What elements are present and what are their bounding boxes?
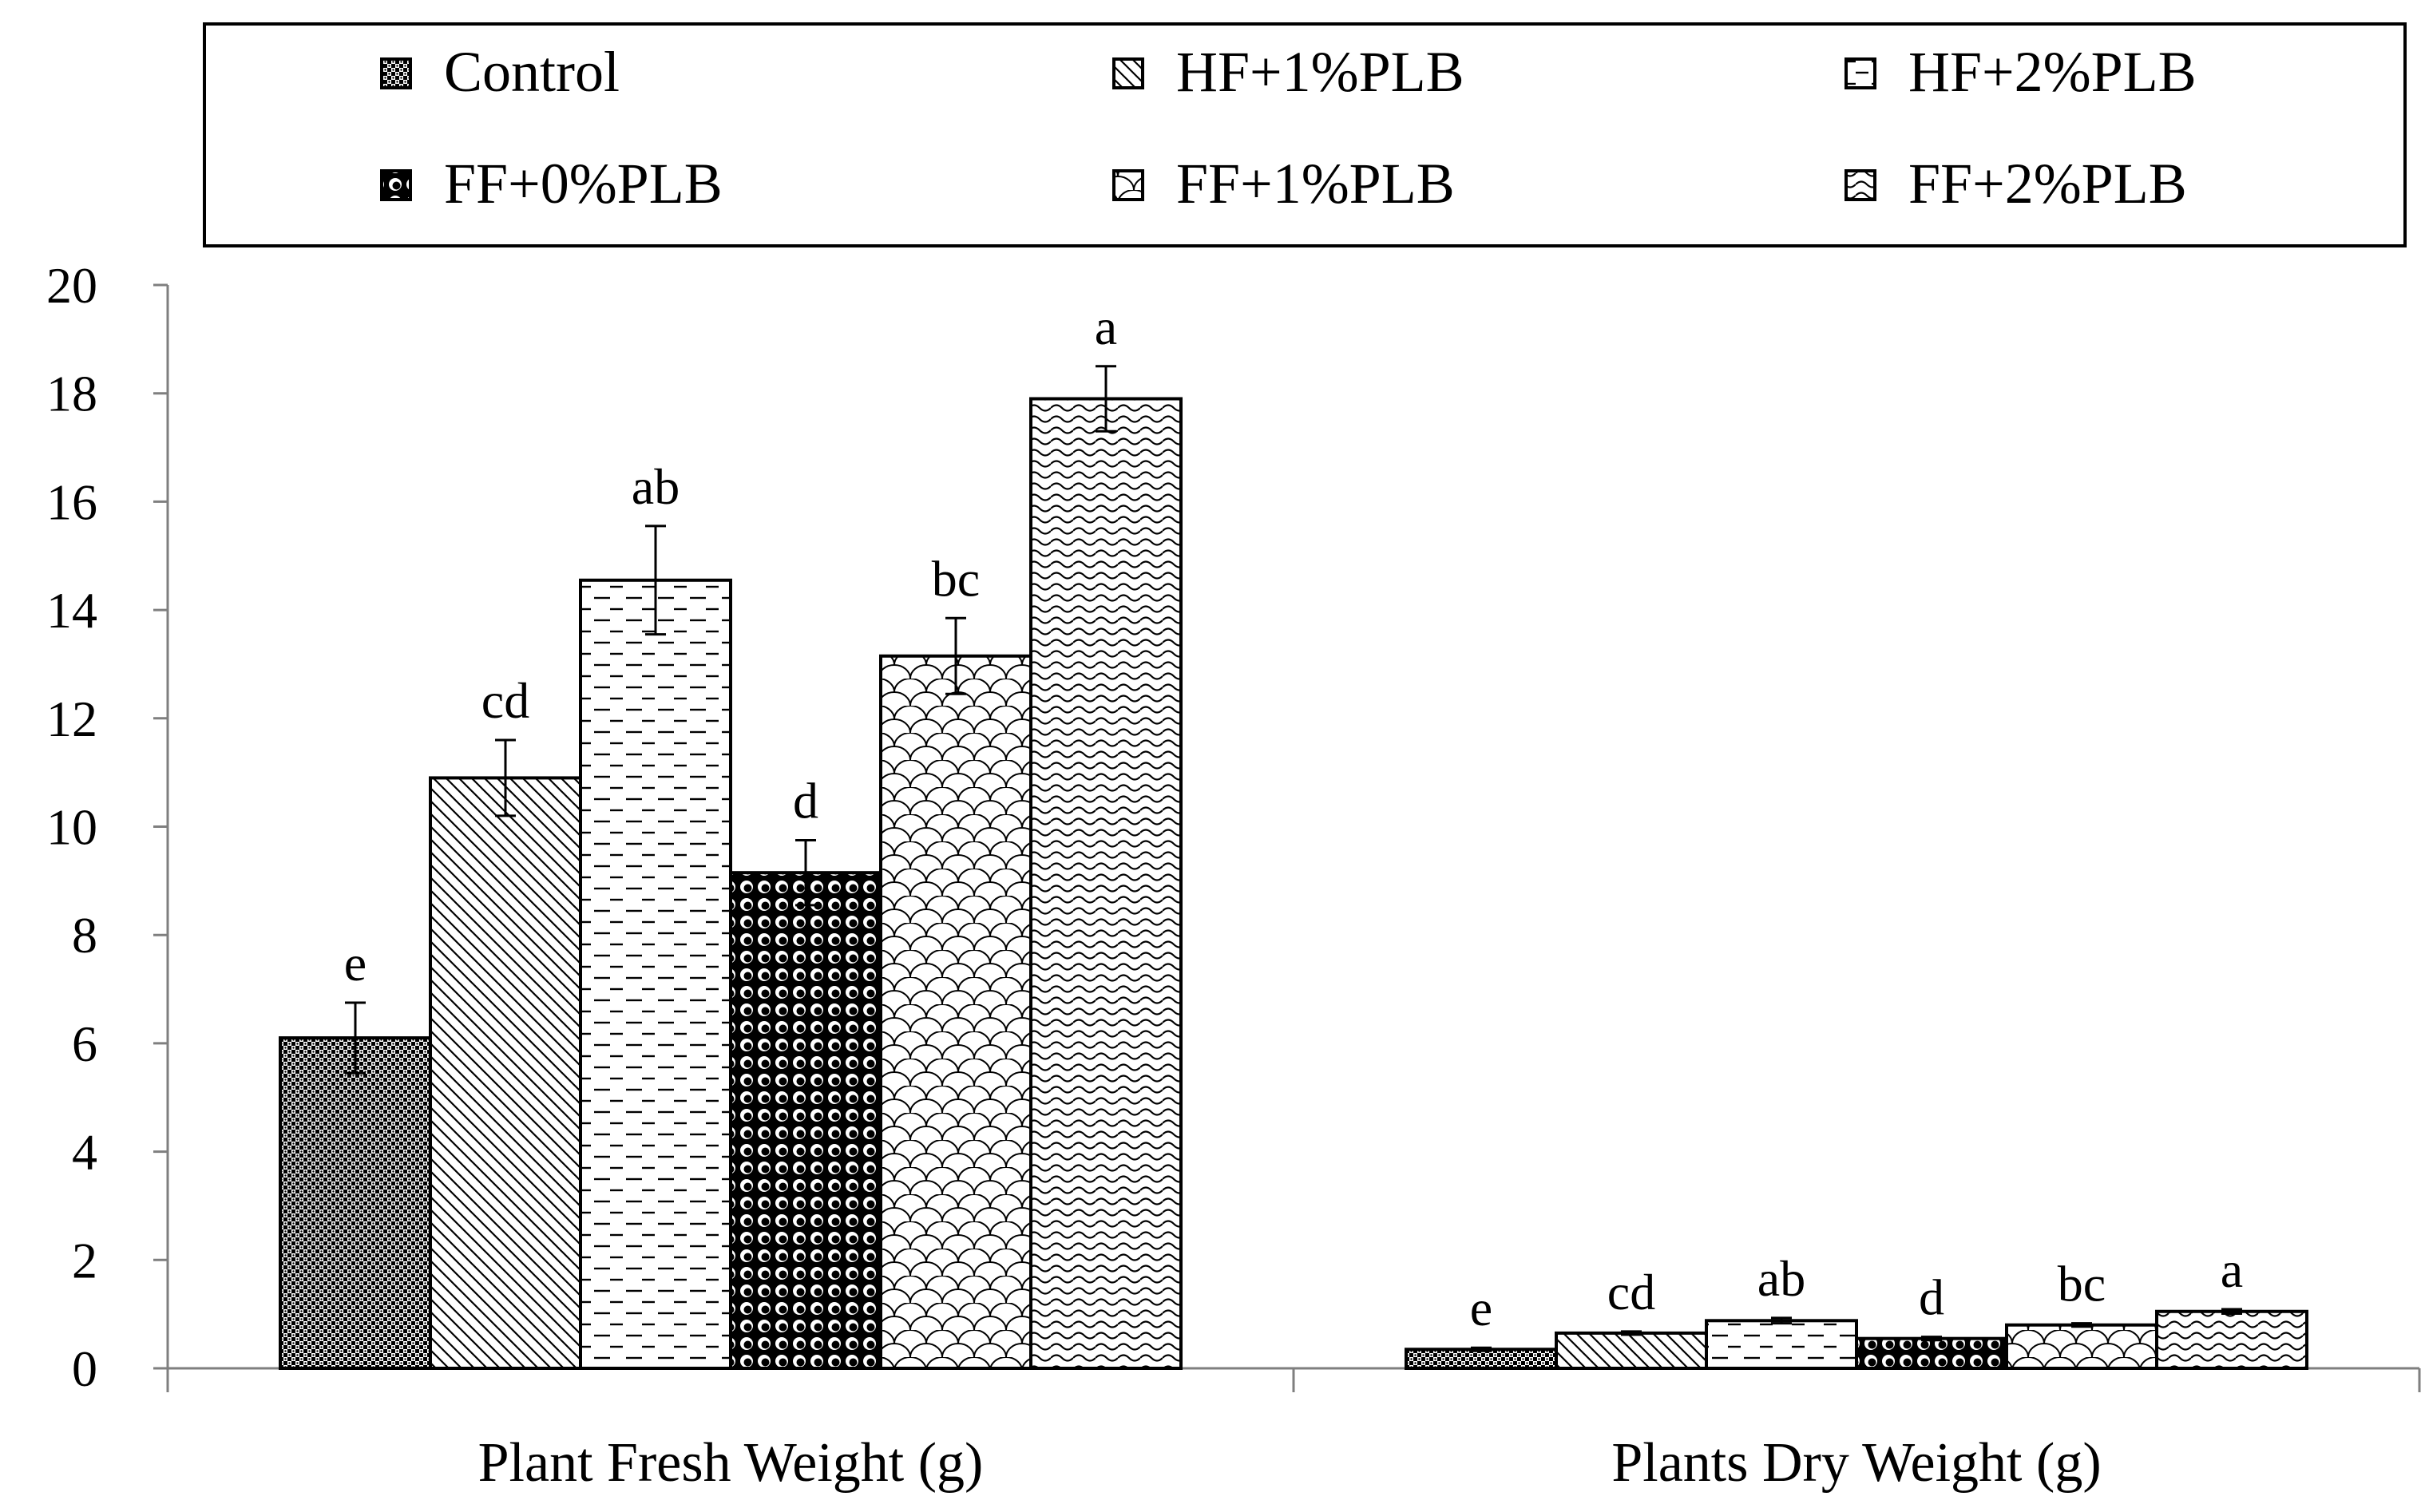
y-tick-label: 16 (46, 473, 97, 530)
legend-label: FF+2%PLB (1908, 152, 2187, 216)
significance-letter: cd (481, 672, 529, 729)
bar-hf-2-plb-fresh (579, 578, 732, 1370)
category-label: Plant Fresh Weight (g) (478, 1432, 984, 1494)
bar-hf-2-plb-dry (1705, 1319, 1858, 1370)
bar-ff-1-plb-dry (2005, 1323, 2158, 1370)
significance-letter: d (793, 772, 818, 829)
significance-letter: ab (632, 458, 680, 515)
y-tick-label: 20 (46, 257, 97, 314)
legend-label: FF+0%PLB (444, 152, 723, 216)
y-tick-label: 6 (72, 1015, 97, 1072)
legend-swatch-ff-0-plb (380, 169, 412, 201)
bar-control-fresh (279, 1036, 432, 1370)
bar-ff-1-plb-fresh (879, 654, 1032, 1370)
significance-letter: cd (1607, 1264, 1655, 1320)
y-tick-label: 8 (72, 907, 97, 964)
significance-letter: ab (1757, 1250, 1805, 1307)
y-tick-label: 4 (72, 1124, 97, 1181)
legend-border (203, 22, 2407, 247)
legend: Control HF+1%PLB HF+2%PLB FF+0%PLB FF+1%PLB F… (203, 22, 2407, 247)
y-tick-label: 14 (46, 582, 97, 639)
bar-ff-2-plb-fresh (1029, 397, 1183, 1370)
significance-letter: e (344, 935, 367, 992)
significance-letter: a (2221, 1241, 2243, 1298)
legend-label: HF+1%PLB (1176, 40, 1464, 104)
y-tick-label: 2 (72, 1232, 97, 1288)
legend-swatch-ff-1-plb (1112, 169, 1144, 201)
legend-label: FF+1%PLB (1176, 152, 1455, 216)
legend-label: Control (444, 40, 620, 104)
y-tick-label: 10 (46, 799, 97, 856)
significance-letter: bc (932, 550, 980, 607)
legend-swatch-hf-1-plb (1112, 57, 1144, 89)
category-label: Plants Dry Weight (g) (1611, 1432, 2101, 1494)
significance-letter: bc (2058, 1256, 2106, 1312)
legend-swatch-ff-2-plb (1845, 169, 1876, 201)
legend-swatch-control (380, 57, 412, 89)
bar-control-dry (1405, 1348, 1558, 1370)
significance-letter: a (1095, 299, 1117, 355)
legend-label: HF+2%PLB (1908, 40, 2197, 104)
y-tick-label: 18 (46, 366, 97, 422)
significance-letter: d (1919, 1269, 1944, 1326)
bar-ff-0-plb-fresh (729, 871, 882, 1370)
bar-ff-2-plb-dry (2155, 1309, 2308, 1370)
bar-ff-0-plb-dry (1855, 1336, 2008, 1370)
bar-hf-1-plb-dry (1555, 1331, 1708, 1370)
significance-letter: e (1470, 1280, 1492, 1336)
y-tick-label: 0 (72, 1340, 97, 1397)
legend-swatch-hf-2-plb (1845, 57, 1876, 89)
y-tick-label: 12 (46, 691, 97, 747)
bar-hf-1-plb-fresh (429, 776, 582, 1370)
